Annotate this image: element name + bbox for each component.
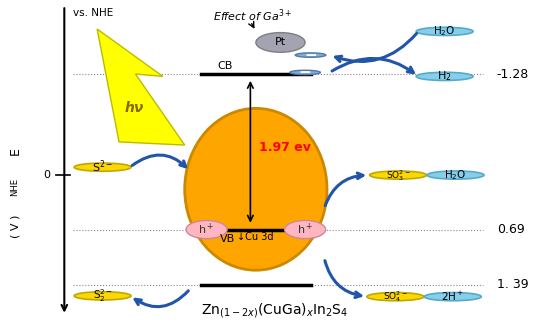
Text: CB: CB <box>218 61 233 71</box>
Ellipse shape <box>256 33 305 52</box>
Circle shape <box>370 171 427 179</box>
Text: ↓Cu 3d: ↓Cu 3d <box>236 232 273 242</box>
Ellipse shape <box>284 220 326 238</box>
Circle shape <box>416 27 473 36</box>
Circle shape <box>74 163 131 171</box>
Text: −: − <box>299 65 311 80</box>
Text: Zn$_{(1-2x)}$(CuGa)$_x$In$_2$S$_4$: Zn$_{(1-2x)}$(CuGa)$_x$In$_2$S$_4$ <box>201 301 349 320</box>
Ellipse shape <box>185 108 327 270</box>
Text: hν: hν <box>124 101 144 115</box>
Text: SO$_3^{2-}$: SO$_3^{2-}$ <box>386 168 410 182</box>
Text: vs. NHE: vs. NHE <box>73 8 113 18</box>
Text: SO$_4^{2-}$: SO$_4^{2-}$ <box>383 289 408 304</box>
Ellipse shape <box>186 220 227 238</box>
Text: VB: VB <box>221 234 235 244</box>
Text: NHE: NHE <box>10 178 20 196</box>
Text: h$^+$: h$^+$ <box>199 222 214 237</box>
Text: h$^+$: h$^+$ <box>297 222 313 237</box>
Circle shape <box>295 53 326 57</box>
Text: Effect of Ga$^{3+}$: Effect of Ga$^{3+}$ <box>213 7 293 24</box>
Text: ( V ): ( V ) <box>10 215 20 238</box>
Circle shape <box>416 72 473 80</box>
Text: Pt: Pt <box>275 38 286 47</box>
Text: -1.28: -1.28 <box>497 67 529 81</box>
Text: 0: 0 <box>43 170 51 180</box>
Text: 0.69: 0.69 <box>497 223 524 236</box>
Circle shape <box>427 171 484 179</box>
Text: 1.97 ev: 1.97 ev <box>258 141 310 154</box>
Text: S$_2^{2-}$: S$_2^{2-}$ <box>92 287 113 304</box>
Text: S$^{2-}$: S$^{2-}$ <box>92 159 113 176</box>
Circle shape <box>290 70 321 75</box>
Text: 1. 39: 1. 39 <box>497 278 528 291</box>
Text: H$_2$O: H$_2$O <box>433 25 456 38</box>
Text: 2H$^+$: 2H$^+$ <box>441 290 465 303</box>
Text: H$_2$: H$_2$ <box>437 69 452 83</box>
Circle shape <box>74 292 131 300</box>
Polygon shape <box>97 29 185 145</box>
Text: H$_2$O: H$_2$O <box>444 168 467 182</box>
Text: E: E <box>9 147 21 155</box>
Circle shape <box>367 293 424 301</box>
Text: −: − <box>304 48 317 63</box>
Circle shape <box>425 293 481 301</box>
